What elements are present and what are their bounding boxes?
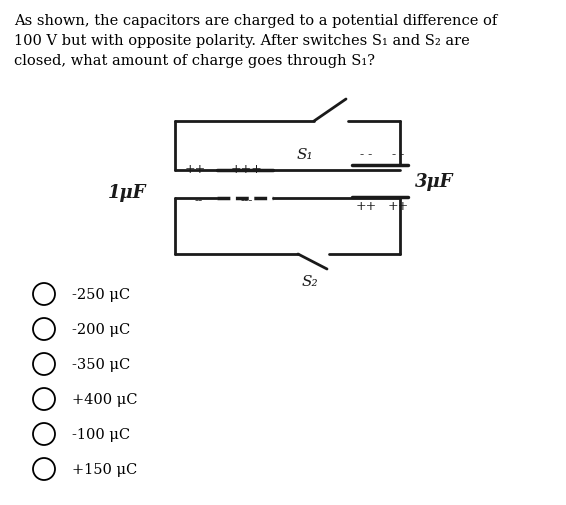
Text: -200 μC: -200 μC	[72, 322, 130, 336]
Text: +400 μC: +400 μC	[72, 392, 138, 406]
Text: ---: ---	[241, 194, 253, 207]
Text: 1μF: 1μF	[108, 184, 147, 201]
Text: ++: ++	[185, 162, 205, 175]
Text: -350 μC: -350 μC	[72, 358, 130, 371]
Text: - -: - -	[360, 147, 372, 161]
Text: +++: +++	[231, 162, 263, 175]
Text: S₁: S₁	[297, 147, 314, 162]
Text: ++: ++	[355, 199, 376, 213]
Text: -250 μC: -250 μC	[72, 287, 130, 301]
Text: 3μF: 3μF	[415, 173, 453, 190]
Text: S₂: S₂	[302, 274, 318, 288]
Text: --: --	[195, 194, 203, 207]
Text: As shown, the capacitors are charged to a potential difference of
100 V but with: As shown, the capacitors are charged to …	[14, 14, 498, 68]
Text: +150 μC: +150 μC	[72, 462, 137, 476]
Text: ++: ++	[387, 199, 409, 213]
Text: - -: - -	[392, 147, 404, 161]
Text: -100 μC: -100 μC	[72, 427, 130, 441]
